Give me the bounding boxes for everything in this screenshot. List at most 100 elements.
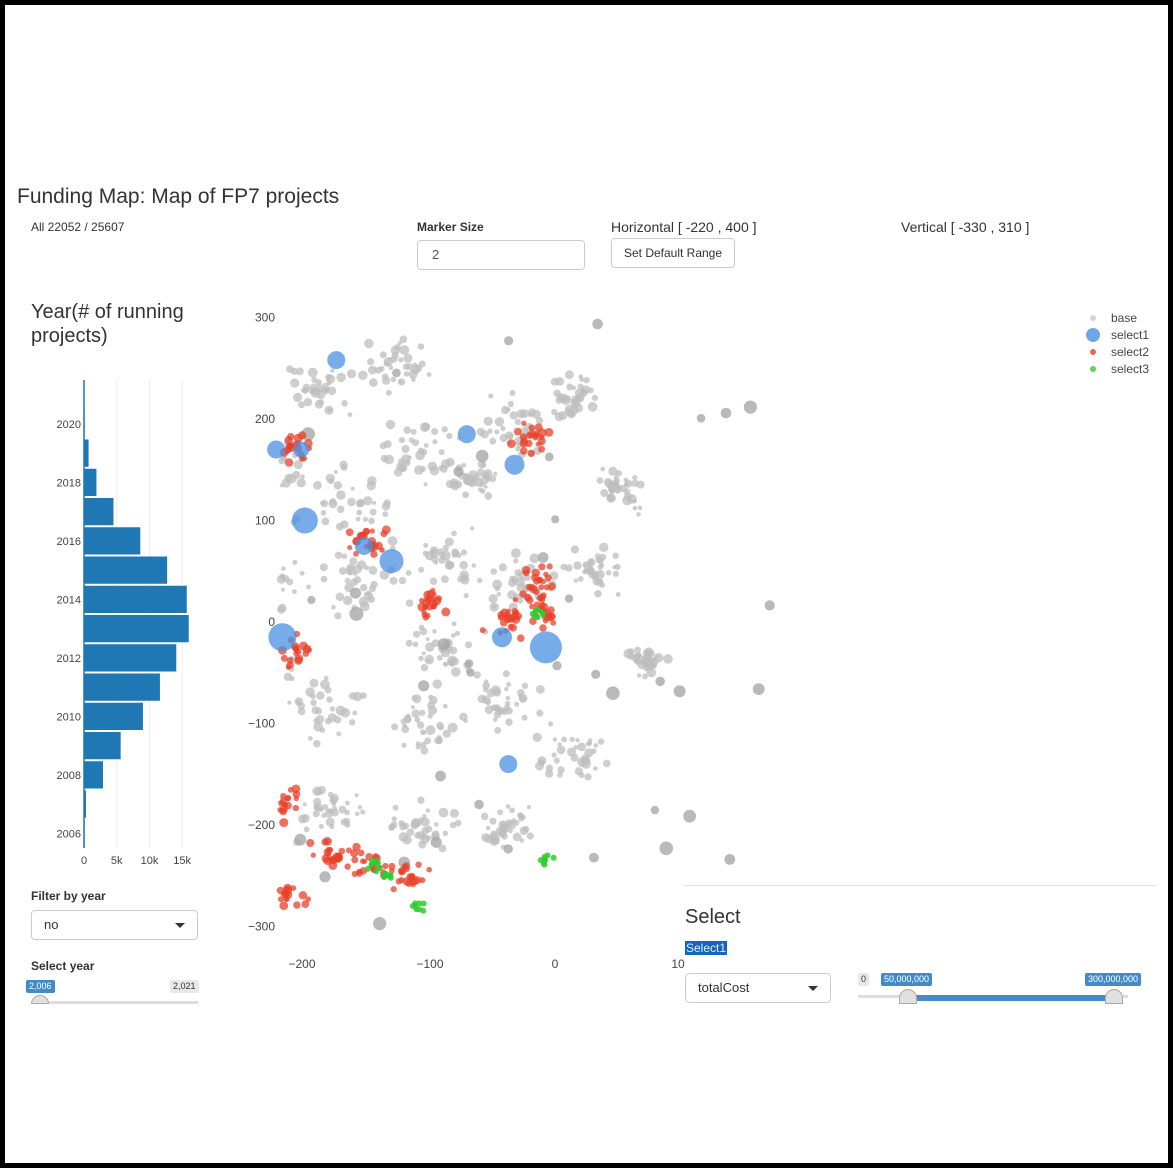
range-slider-low-handle[interactable] [899, 989, 917, 1004]
base-point [498, 563, 507, 572]
base-point [313, 739, 321, 748]
base-point [420, 741, 427, 749]
base-point [459, 712, 468, 721]
marker-size-input[interactable]: 2 [417, 240, 585, 270]
base-point [464, 659, 474, 668]
y-tick-label: 200 [255, 412, 275, 426]
base-point [454, 819, 462, 827]
base-point [596, 477, 604, 484]
base-point [321, 812, 327, 819]
base-point [421, 826, 430, 835]
base-point [443, 661, 449, 667]
variable-select[interactable]: totalCost [685, 973, 831, 1003]
select2-point [381, 525, 391, 535]
base-point [403, 426, 411, 434]
set-default-range-button[interactable]: Set Default Range [611, 238, 735, 268]
base-point [494, 417, 505, 427]
select2-point [520, 447, 528, 455]
base-point [544, 452, 554, 462]
base-point [307, 367, 318, 378]
base-point [382, 376, 391, 385]
base-point [554, 412, 564, 422]
base-point [390, 821, 398, 829]
scatter-plot[interactable]: 300 200 100 0 −100 −200 −300 −200 −100 0 10 base sel… [235, 300, 1170, 980]
base-point [411, 818, 421, 828]
base-point [632, 499, 637, 504]
base-point [597, 738, 605, 745]
base-point [503, 844, 513, 854]
select2-point [285, 795, 292, 801]
base-point [573, 745, 579, 750]
base-point [480, 462, 487, 468]
base-point [329, 823, 335, 830]
filter-by-year-label: Filter by year [31, 889, 106, 903]
base-point [508, 828, 513, 834]
base-point [552, 737, 558, 742]
select2-point [519, 590, 527, 598]
base-point [449, 821, 457, 829]
filter-by-year-select[interactable]: no [31, 910, 198, 940]
year-tick-label: 2012 [57, 653, 81, 665]
select2-point [284, 458, 294, 467]
select2-point [542, 618, 549, 624]
year-tick-label: 2014 [57, 594, 81, 606]
base-point [514, 701, 520, 707]
range-slider-high-handle[interactable] [1105, 989, 1123, 1004]
select2-point [293, 433, 303, 443]
base-point [438, 556, 446, 564]
range-slider-low-badge: 50,000,000 [881, 973, 933, 986]
select3-point [381, 873, 388, 880]
select3-point [376, 864, 383, 871]
select3-point [541, 861, 548, 868]
select-panel: Select Select1 totalCost 0 50,000,000 30… [685, 885, 1155, 1004]
base-point [464, 641, 473, 649]
select2-point [550, 619, 557, 626]
base-point [427, 713, 433, 719]
base-point [391, 723, 399, 731]
base-point [588, 565, 593, 570]
year-bar-2008 [84, 761, 103, 789]
base-point [507, 400, 514, 408]
base-point [392, 368, 401, 378]
base-point [484, 705, 494, 715]
select2-point [284, 801, 292, 810]
base-point [297, 707, 306, 716]
select3-point [529, 610, 536, 617]
base-point [584, 773, 592, 781]
base-point [418, 655, 424, 662]
select2-point [292, 804, 299, 812]
base-point [433, 560, 439, 565]
base-point [663, 654, 673, 664]
base-point [414, 364, 423, 372]
base-point [408, 369, 418, 379]
base-point [308, 387, 316, 395]
base-point [513, 558, 519, 564]
base-point [423, 482, 428, 487]
select-group-label[interactable]: Select1 [685, 941, 728, 955]
base-point [397, 341, 402, 346]
select3-point [369, 857, 376, 864]
base-point [398, 437, 406, 444]
base-point [300, 474, 305, 479]
base-point [460, 549, 467, 556]
select2-point [504, 614, 511, 621]
base-point [411, 695, 418, 701]
base-point [480, 475, 490, 485]
select2-point [547, 606, 555, 614]
base-point [316, 691, 325, 700]
year-slider-track[interactable] [31, 1001, 198, 1004]
select2-point [357, 849, 365, 857]
base-point [292, 589, 297, 594]
base-point [451, 530, 457, 537]
base-point [380, 454, 389, 463]
base-point [427, 461, 437, 471]
y-tick-label: −100 [248, 717, 275, 731]
base-point [438, 844, 447, 853]
base-point [426, 658, 431, 663]
base-point [519, 838, 525, 843]
select2-point [279, 818, 289, 828]
base-point [454, 630, 461, 636]
select2-point [327, 846, 334, 853]
base-point [449, 808, 459, 818]
base-point [348, 719, 356, 726]
